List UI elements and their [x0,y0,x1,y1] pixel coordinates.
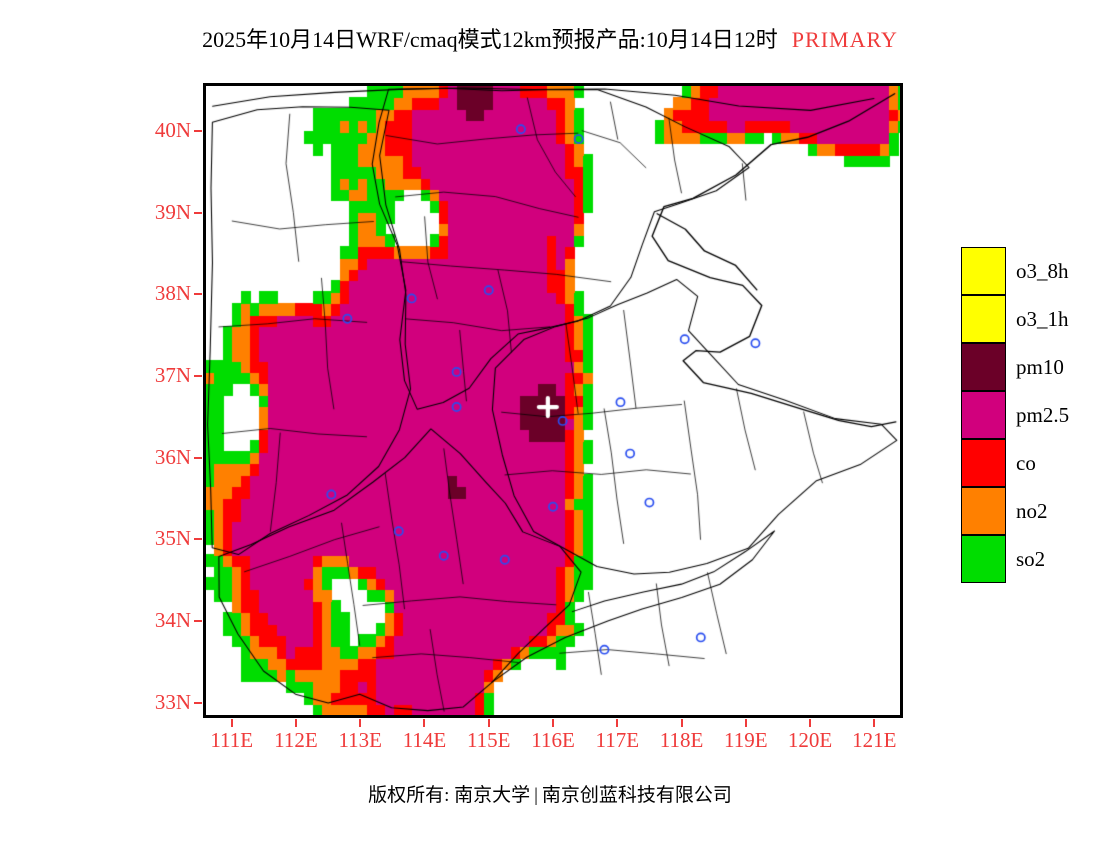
x-tick-label-113e: 113E [338,728,382,752]
legend-row-o3_8h[interactable]: o3_8h [961,247,1091,295]
pollutant-legend: o3_8h o3_1h pm10 pm2.5 co no2 so2 [961,247,1091,583]
legend-swatch-o3_8h [961,247,1006,295]
legend-label-pm10: pm10 [1016,355,1064,379]
map-plot-frame [203,83,903,718]
footer-divider: | [534,785,538,806]
legend-swatch-o3_1h [961,295,1006,343]
y-tick-label-35n: 35N [154,526,191,551]
legend-swatch-no2 [961,487,1006,535]
x-tick-mark [487,719,490,727]
legend-label-co: co [1016,451,1036,475]
x-tick-label-120e: 120E [787,728,833,752]
x-tick-label-118e: 118E [659,728,704,752]
y-tick-label-36n: 36N [154,444,191,469]
y-tick-label-34n: 34N [154,608,191,633]
x-tick-label-114e: 114E [402,728,447,752]
legend-row-no2[interactable]: no2 [961,487,1091,535]
y-tick-mark [194,374,202,377]
x-tick-mark [809,719,812,727]
legend-swatch-pm10 [961,343,1006,391]
title-main-text: 2025年10月14日WRF/cmaq模式12km预报产品:10月14日12时 [202,27,778,52]
legend-row-pm2-5[interactable]: pm2.5 [961,391,1091,439]
footer-company: 南京创蓝科技有限公司 [541,785,732,806]
legend-swatch-pm2-5 [961,391,1006,439]
y-tick-label-38n: 38N [154,281,191,306]
x-tick-label-112e: 112E [274,728,318,752]
legend-label-no2: no2 [1016,499,1048,523]
legend-label-o3_1h: o3_1h [1016,307,1069,331]
x-tick-label-121e: 121E [852,728,897,752]
x-tick-mark [873,719,876,727]
x-tick-label-116e: 116E [531,728,575,752]
x-tick-mark [552,719,554,727]
y-tick-mark [194,456,202,459]
footer-university: 版权所有: 南京大学 [368,785,531,806]
y-tick-label-37n: 37N [154,362,191,387]
legend-label-pm2-5: pm2.5 [1016,403,1070,427]
title-primary-badge: PRIMARY [791,27,898,52]
y-tick-label-40n: 40N [154,117,191,142]
footer-copyright: 版权所有: 南京大学 | 南京创蓝科技有限公司 [0,780,1100,807]
x-tick-label-117e: 117E [595,728,640,752]
page-title: 2025年10月14日WRF/cmaq模式12km预报产品:10月14日12时 P… [0,22,1100,54]
y-tick-mark [194,293,202,296]
x-tick-mark [423,719,426,727]
x-tick-mark [294,719,297,727]
legend-row-pm10[interactable]: pm10 [961,343,1091,391]
legend-swatch-so2 [961,535,1006,583]
x-tick-label-119e: 119E [723,728,768,752]
y-tick-mark [194,620,202,623]
x-tick-mark [359,719,362,727]
x-tick-label-115e: 115E [466,728,511,752]
x-tick-mark [680,719,683,727]
legend-row-so2[interactable]: so2 [961,535,1091,583]
y-tick-label-33n: 33N [154,689,191,714]
y-tick-mark [194,701,202,704]
x-tick-mark [616,719,619,727]
legend-row-co[interactable]: co [961,439,1091,487]
y-tick-mark [194,129,202,132]
y-tick-mark [194,211,202,214]
air-quality-heatmap-canvas [206,86,900,715]
x-tick-label-111e: 111E [210,728,254,752]
legend-label-so2: so2 [1016,547,1046,571]
legend-swatch-co [961,439,1006,487]
legend-label-o3_8h: o3_8h [1016,259,1069,283]
legend-row-o3_1h[interactable]: o3_1h [961,295,1091,343]
y-tick-mark [194,538,202,541]
y-tick-label-39n: 39N [154,199,191,224]
x-tick-mark [230,719,233,727]
x-tick-mark [744,719,747,727]
